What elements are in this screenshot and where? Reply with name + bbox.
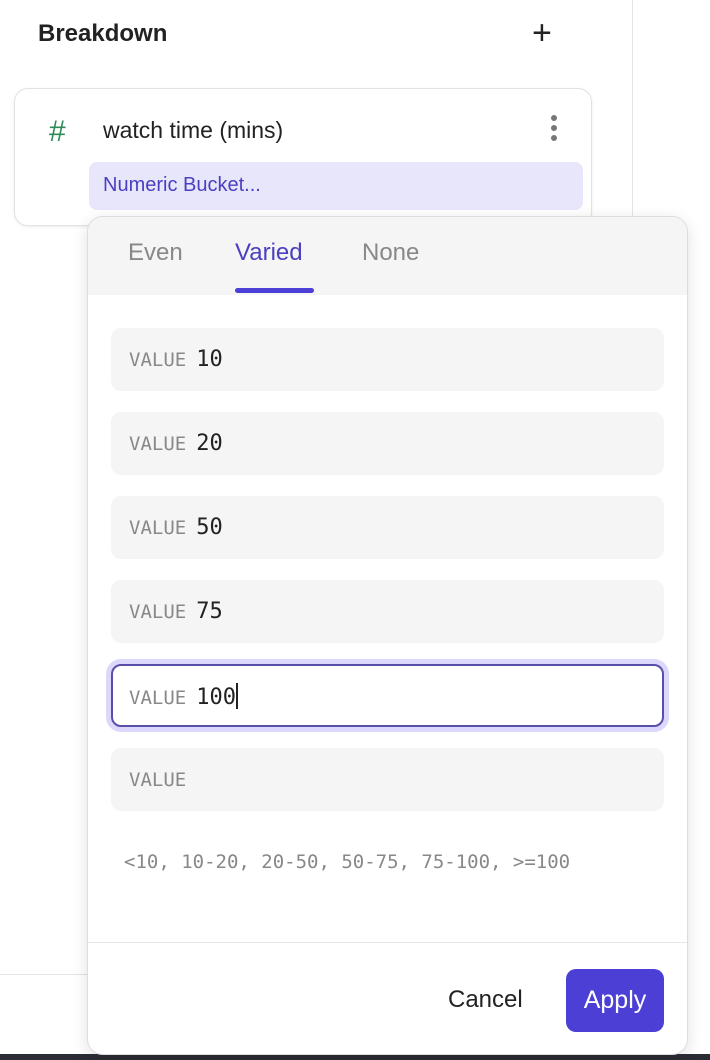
tab-varied[interactable]: Varied xyxy=(235,239,303,266)
numeric-bucket-chip[interactable]: Numeric Bucket... xyxy=(89,162,583,210)
breakdown-title: Breakdown xyxy=(38,20,168,47)
value-label: VALUE xyxy=(129,769,187,791)
kebab-icon[interactable] xyxy=(549,115,559,151)
value-text: 50 xyxy=(196,515,223,540)
value-input[interactable]: VALUE 75 xyxy=(111,580,664,643)
value-input[interactable]: VALUE 10 xyxy=(111,328,664,391)
bucket-summary: <10, 10-20, 20-50, 50-75, 75-100, >=100 xyxy=(124,851,571,873)
window-edge xyxy=(0,1054,710,1060)
value-text: 10 xyxy=(196,347,223,372)
value-text: 75 xyxy=(196,599,223,624)
value-label: VALUE xyxy=(129,517,187,539)
apply-button[interactable]: Apply xyxy=(566,969,664,1032)
value-input-empty[interactable]: VALUE xyxy=(111,748,664,811)
cancel-button[interactable]: Cancel xyxy=(448,986,523,1013)
value-input[interactable]: VALUE 20 xyxy=(111,412,664,475)
active-tab-indicator xyxy=(235,288,314,293)
panel-divider xyxy=(0,974,88,975)
tab-even[interactable]: Even xyxy=(128,239,183,266)
value-input-focused[interactable]: VALUE 100 xyxy=(111,664,664,727)
value-input[interactable]: VALUE 50 xyxy=(111,496,664,559)
value-label: VALUE xyxy=(129,687,187,709)
value-label: VALUE xyxy=(129,433,187,455)
breakdown-card: # watch time (mins) Numeric Bucket... xyxy=(14,88,592,226)
tab-none[interactable]: None xyxy=(362,239,420,266)
panel-divider xyxy=(632,0,633,216)
text-caret xyxy=(235,683,238,709)
value-text: 20 xyxy=(196,431,223,456)
footer-divider xyxy=(88,942,687,943)
bucket-tabs: Even Varied None xyxy=(88,217,687,295)
value-text: 100 xyxy=(196,685,236,710)
add-breakdown-plus-icon[interactable]: + xyxy=(532,14,552,52)
bucket-popover: Even Varied None VALUE 10 VALUE 20 VALUE 50… xyxy=(87,216,688,1055)
value-label: VALUE xyxy=(129,601,187,623)
hash-icon: # xyxy=(49,115,66,148)
property-name: watch time (mins) xyxy=(103,117,284,143)
value-label: VALUE xyxy=(129,349,187,371)
